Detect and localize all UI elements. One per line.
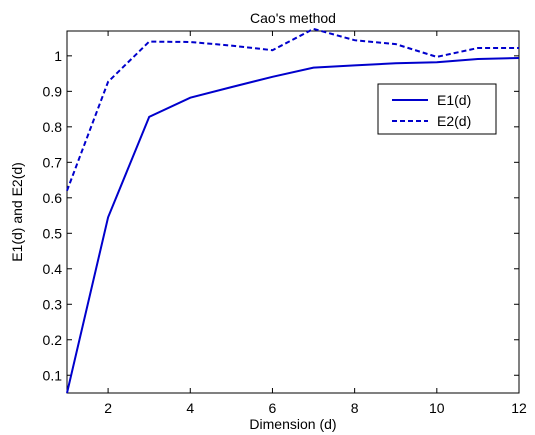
y-tick-label: 0.3 [43,296,63,312]
legend-label-e1: E1(d) [437,92,471,108]
y-tick-label: 0.2 [43,332,63,348]
x-tick-label: 12 [511,400,527,416]
y-tick-label: 1 [54,48,62,64]
y-tick-label: 0.1 [43,367,63,383]
y-tick-label: 0.6 [43,190,63,206]
y-tick-label: 0.8 [43,119,63,135]
y-tick-label: 0.9 [43,83,63,99]
x-tick-label: 2 [104,400,112,416]
x-axis-label: Dimension (d) [249,416,336,432]
y-tick-label: 0.5 [43,225,63,241]
legend: E1(d) E2(d) [378,84,496,134]
x-tick-label: 4 [186,400,194,416]
x-tick-label: 10 [429,400,445,416]
y-tick-label: 0.4 [43,261,63,277]
y-tick-label: 0.7 [43,154,63,170]
x-tick-label: 6 [269,400,277,416]
x-tick-label: 8 [351,400,359,416]
chart-title: Cao's method [250,10,336,26]
legend-label-e2: E2(d) [437,113,471,129]
y-axis-label: E1(d) and E2(d) [9,162,25,262]
